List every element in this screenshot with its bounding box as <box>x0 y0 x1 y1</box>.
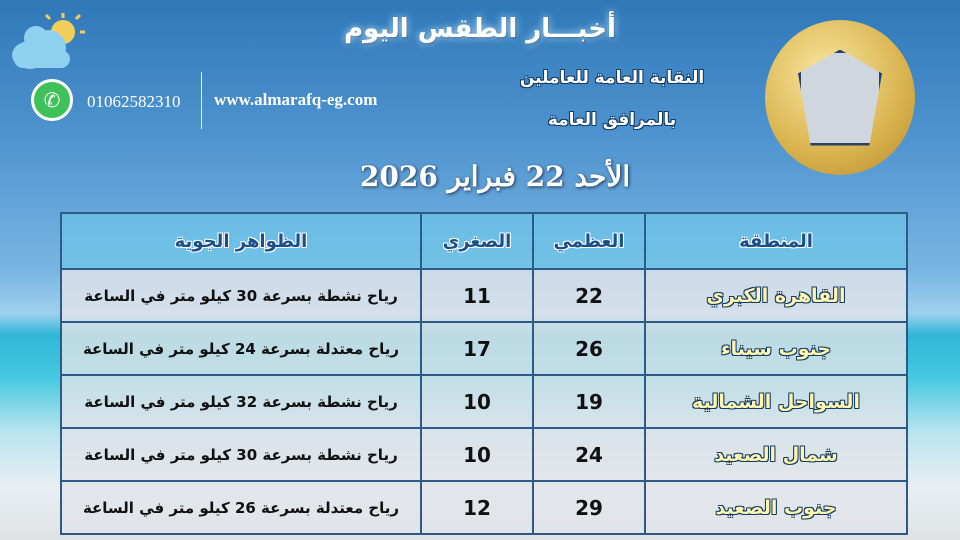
union-logo <box>765 20 915 175</box>
logo-shield-icon <box>798 49 882 146</box>
date-heading: الأحد 22 فبراير 2026 <box>359 160 631 193</box>
table-row: السواحل الشمالية 19 10 رياح نشطة بسرعة 32 ك… <box>60 374 908 429</box>
region-cell: القاهرة الكبري <box>644 268 908 323</box>
weather-desc-cell: رياح نشطة بسرعة 32 كيلو متر في الساعة <box>60 374 422 429</box>
region-cell: السواحل الشمالية <box>644 374 908 429</box>
min-temp-cell: 17 <box>420 321 534 376</box>
table-row: جنوب سيناء 26 17 رياح معتدلة بسرعة 24 كيلو … <box>60 321 908 376</box>
weather-table: المنطقة العظمي الصغري الظواهر الجوية الق… <box>60 212 908 535</box>
website-link[interactable]: www.almarafq-eg.com <box>214 90 378 109</box>
min-temp-cell: 10 <box>420 374 534 429</box>
header-region: المنطقة <box>644 212 908 270</box>
region-cell: جنوب الصعيد <box>644 480 908 535</box>
table-row: القاهرة الكبري 22 11 رياح نشطة بسرعة 30 كيل… <box>60 268 908 323</box>
max-temp-cell: 29 <box>532 480 646 535</box>
table-row: شمال الصعيد 24 10 رياح نشطة بسرعة 30 كيلو م… <box>60 427 908 482</box>
min-temp-cell: 10 <box>420 427 534 482</box>
whatsapp-icon: ✆ <box>31 79 73 121</box>
min-temp-cell: 12 <box>420 480 534 535</box>
header-max: العظمي <box>532 212 646 270</box>
weather-desc-cell: رياح معتدلة بسرعة 26 كيلو متر في الساعة <box>60 480 422 535</box>
max-temp-cell: 22 <box>532 268 646 323</box>
min-temp-cell: 11 <box>420 268 534 323</box>
weather-desc-cell: رياح نشطة بسرعة 30 كيلو متر في الساعة <box>60 427 422 482</box>
header-min: الصغري <box>420 212 534 270</box>
page-title: أخبـــار الطقس اليوم <box>344 14 616 44</box>
divider <box>201 72 202 129</box>
org-name-line1: النقابة العامة للعاملين <box>519 68 705 88</box>
region-cell: شمال الصعيد <box>644 427 908 482</box>
max-temp-cell: 24 <box>532 427 646 482</box>
table-row: جنوب الصعيد 29 12 رياح معتدلة بسرعة 26 كيلو… <box>60 480 908 535</box>
weather-desc-cell: رياح نشطة بسرعة 30 كيلو متر في الساعة <box>60 268 422 323</box>
phone-number: 01062582310 <box>87 92 181 111</box>
max-temp-cell: 26 <box>532 321 646 376</box>
table-header-row: المنطقة العظمي الصغري الظواهر الجوية <box>60 212 908 270</box>
org-name-line2: بالمرافق العامة <box>547 110 677 130</box>
partly-cloudy-icon <box>12 13 85 69</box>
region-cell: جنوب سيناء <box>644 321 908 376</box>
header-weather: الظواهر الجوية <box>60 212 422 270</box>
max-temp-cell: 19 <box>532 374 646 429</box>
weather-desc-cell: رياح معتدلة بسرعة 24 كيلو متر في الساعة <box>60 321 422 376</box>
